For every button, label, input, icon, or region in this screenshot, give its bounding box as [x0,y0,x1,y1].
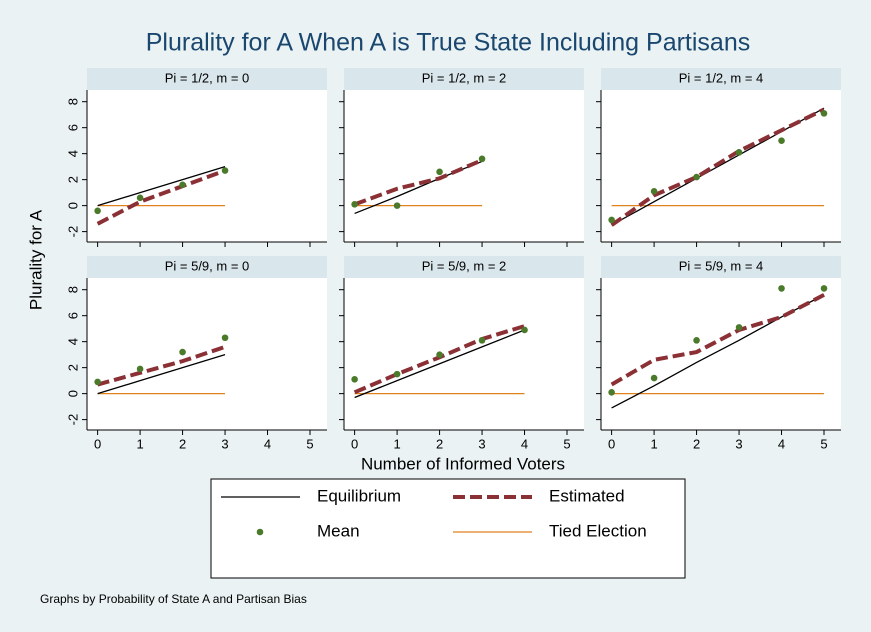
mean-point [778,285,785,292]
mean-point [179,181,186,189]
x-tick-label: 5 [820,436,827,451]
mean-point [693,337,700,344]
series-line [97,166,226,207]
y-tick-label: 4 [65,338,80,345]
panel-title: Pi = 5/9, m = 2 [422,258,507,273]
x-tick-label: 3 [735,436,742,451]
x-tick-label: 1 [393,436,400,451]
mean-point [478,337,486,344]
series-line [611,107,825,226]
y-tick-label: 8 [65,286,80,293]
legend-label: Tied Election [549,521,647,540]
strip [87,68,327,90]
y-tick-label: 0 [65,390,80,397]
mean-point [735,149,743,156]
x-tick-label: 1 [136,436,143,451]
legend-label: Mean [317,521,360,540]
plot-area [601,278,841,430]
x-tick-label: 2 [693,436,700,451]
y-tick-label: 6 [65,312,80,319]
mean-point [94,207,101,215]
mean-point [393,370,401,378]
y-tick-label: 2 [65,364,80,371]
y-tick-label: 2 [65,176,80,183]
mean-point [693,173,700,181]
mean-point [820,110,828,117]
mean-point [521,326,528,334]
x-tick-label: 4 [521,436,528,451]
y-tick-label: 6 [65,124,80,131]
x-tick-label: 0 [94,436,101,451]
legend-box [210,478,686,579]
strip [344,256,584,278]
strip [601,68,841,90]
mean-point [351,201,358,208]
series-line [610,107,825,227]
x-tick-label: 3 [478,436,485,451]
strip [87,256,327,278]
x-tick-label: 5 [563,436,570,451]
x-tick-label: 2 [179,436,186,451]
mean-point [136,194,144,202]
series-line [96,168,226,226]
mean-point [735,324,743,331]
series-line [97,354,226,395]
mean-point [778,137,785,144]
y-tick-label: -2 [65,414,80,426]
mean-point [436,168,443,176]
plot-area [601,90,841,242]
note: Graphs by Probability of State A and Par… [40,592,307,606]
series-line [97,344,226,387]
x-tick-label: 5 [306,436,313,451]
mean-point [820,285,828,292]
strip [601,256,841,278]
panel-title: Pi = 1/2, m = 2 [422,70,507,85]
x-tick-label: 4 [778,436,785,451]
mean-point [94,378,101,386]
panel-title: Pi = 5/9, m = 0 [165,258,250,273]
x-tick-label: 2 [436,436,443,451]
mean-point [478,155,486,163]
mean-point [136,365,144,373]
legend-marker [256,528,264,536]
mean-point [650,374,658,382]
y-tick-label: 4 [65,150,80,157]
y-axis-label: Plurality for A [26,209,45,310]
mean-point [608,389,615,396]
x-tick-label: 0 [351,436,358,451]
plot-area [344,90,584,242]
mean-point [393,202,401,209]
series-line [610,293,825,387]
plot-area [87,90,327,242]
series-line [353,158,483,207]
chart-title: Plurality for A When A is True State Inc… [146,29,750,57]
x-axis-label: Number of Informed Voters [361,454,565,473]
series-line [354,329,525,399]
mean-point [179,348,186,356]
y-tick-label: 0 [65,202,80,209]
panel-title: Pi = 1/2, m = 4 [679,70,764,85]
mean-point [608,216,615,224]
mean-point [650,188,658,195]
mean-point [221,167,229,174]
legend-label: Equilibrium [317,486,401,505]
panel-title: Pi = 1/2, m = 0 [165,70,250,85]
mean-point [436,351,443,358]
legend-label: Estimated [549,486,625,505]
strip [344,68,584,90]
panel-title: Pi = 5/9, m = 4 [679,258,764,273]
y-tick-label: 8 [65,98,80,105]
x-tick-label: 4 [264,436,271,451]
x-tick-label: 3 [221,436,228,451]
x-tick-label: 0 [608,436,615,451]
x-tick-label: 1 [650,436,657,451]
mean-point [221,334,229,342]
mean-point [351,376,358,383]
y-tick-label: -2 [65,226,80,238]
